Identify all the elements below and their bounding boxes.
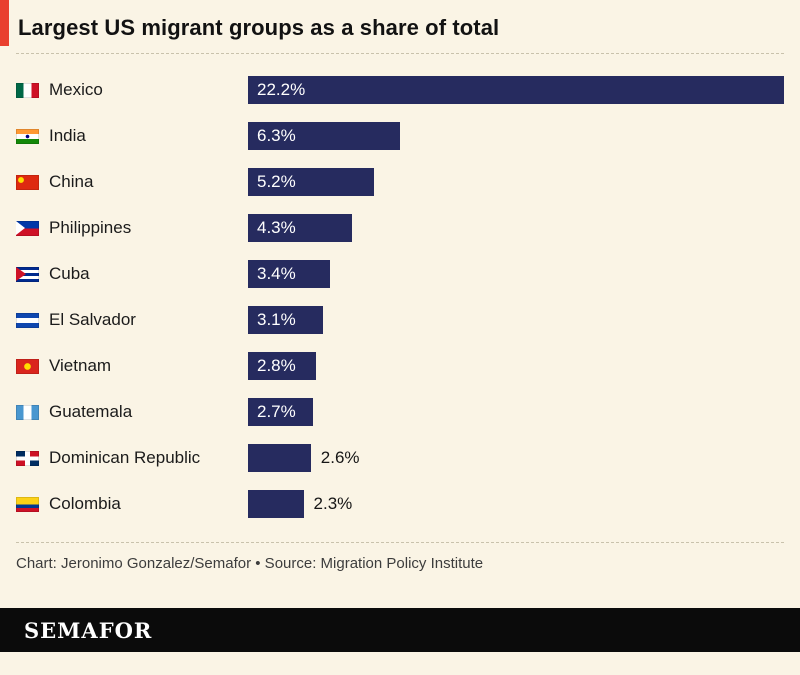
bar-value-label: 4.3%	[257, 218, 296, 237]
bar-row: Philippines 4.3%	[16, 205, 784, 251]
bar-row: China 5.2%	[16, 159, 784, 205]
bar-value-label: 2.6%	[320, 448, 360, 467]
bar-chart: Mexico 22.2% India 6.3% China 5.2% Phili…	[0, 54, 800, 542]
bar: 22.2%	[248, 76, 784, 104]
flag-dominican-republic-icon	[16, 450, 39, 466]
bar-row: Colombia 2.3%	[16, 481, 784, 527]
bar-row: Cuba 3.4%	[16, 251, 784, 297]
bar-row: Guatemala 2.7%	[16, 389, 784, 435]
flag-colombia-icon	[16, 496, 39, 512]
country-label: India	[49, 126, 86, 145]
separator-top	[16, 53, 784, 54]
country-label: Vietnam	[49, 356, 112, 375]
page-title: Largest US migrant groups as a share of …	[18, 15, 500, 40]
country-label: Cuba	[49, 264, 90, 283]
bar: 2.8%	[248, 352, 316, 380]
bar-track: 2.7%	[248, 398, 784, 426]
header: Largest US migrant groups as a share of …	[0, 0, 800, 53]
bar-value-label: 6.3%	[257, 126, 296, 145]
bar: 2.7%	[248, 398, 314, 426]
bar-value-label: 2.7%	[257, 402, 296, 421]
bar-track: 5.2%	[248, 168, 784, 196]
separator-bottom	[16, 542, 784, 543]
accent-tab	[0, 0, 9, 46]
bar-row: Mexico 22.2%	[16, 67, 784, 113]
country-label: Guatemala	[49, 402, 133, 421]
bar: 4.3%	[248, 214, 352, 242]
bar-value-label: 5.2%	[257, 172, 296, 191]
bar-track: 6.3%	[248, 122, 784, 150]
country-label: Mexico	[49, 80, 103, 99]
bar: 3.4%	[248, 260, 331, 288]
country-label: Colombia	[49, 494, 121, 513]
bar: 2.3%	[248, 490, 352, 518]
bar-value-label: 3.4%	[257, 264, 296, 283]
bar-value-label: 22.2%	[257, 80, 306, 99]
bar-row: Vietnam 2.8%	[16, 343, 784, 389]
bar-row: India 6.3%	[16, 113, 784, 159]
semafor-logo-bar: SEMAFOR	[0, 608, 800, 652]
flag-philippines-icon	[16, 220, 39, 236]
bar-track: 3.4%	[248, 260, 784, 288]
bar-value-label: 2.3%	[313, 494, 353, 513]
bar-track: 2.3%	[248, 490, 784, 518]
flag-china-icon	[16, 174, 39, 190]
flag-cuba-icon	[16, 266, 39, 282]
bar-row: Dominican Republic 2.6%	[16, 435, 784, 481]
flag-mexico-icon	[16, 82, 39, 98]
bar: 6.3%	[248, 122, 401, 150]
country-label: Philippines	[49, 218, 132, 237]
country-label: China	[49, 172, 94, 191]
bar-track: 4.3%	[248, 214, 784, 242]
flag-guatemala-icon	[16, 404, 39, 420]
bar-value-label: 2.8%	[257, 356, 296, 375]
chart-credit: Chart: Jeronimo Gonzalez/Semafor • Sourc…	[16, 555, 484, 572]
bar: 2.6%	[248, 444, 360, 472]
bar-track: 3.1%	[248, 306, 784, 334]
country-label: Dominican Republic	[49, 448, 201, 467]
semafor-logo: SEMAFOR	[24, 617, 153, 643]
bar-value-label: 3.1%	[257, 310, 296, 329]
flag-india-icon	[16, 128, 39, 144]
bar: 5.2%	[248, 168, 374, 196]
country-label: El Salvador	[49, 310, 136, 329]
bar-track: 2.8%	[248, 352, 784, 380]
flag-vietnam-icon	[16, 358, 39, 374]
bar: 3.1%	[248, 306, 323, 334]
bar-track: 2.6%	[248, 444, 784, 472]
bar-track: 22.2%	[248, 76, 784, 104]
bar-row: El Salvador 3.1%	[16, 297, 784, 343]
flag-el-salvador-icon	[16, 312, 39, 328]
